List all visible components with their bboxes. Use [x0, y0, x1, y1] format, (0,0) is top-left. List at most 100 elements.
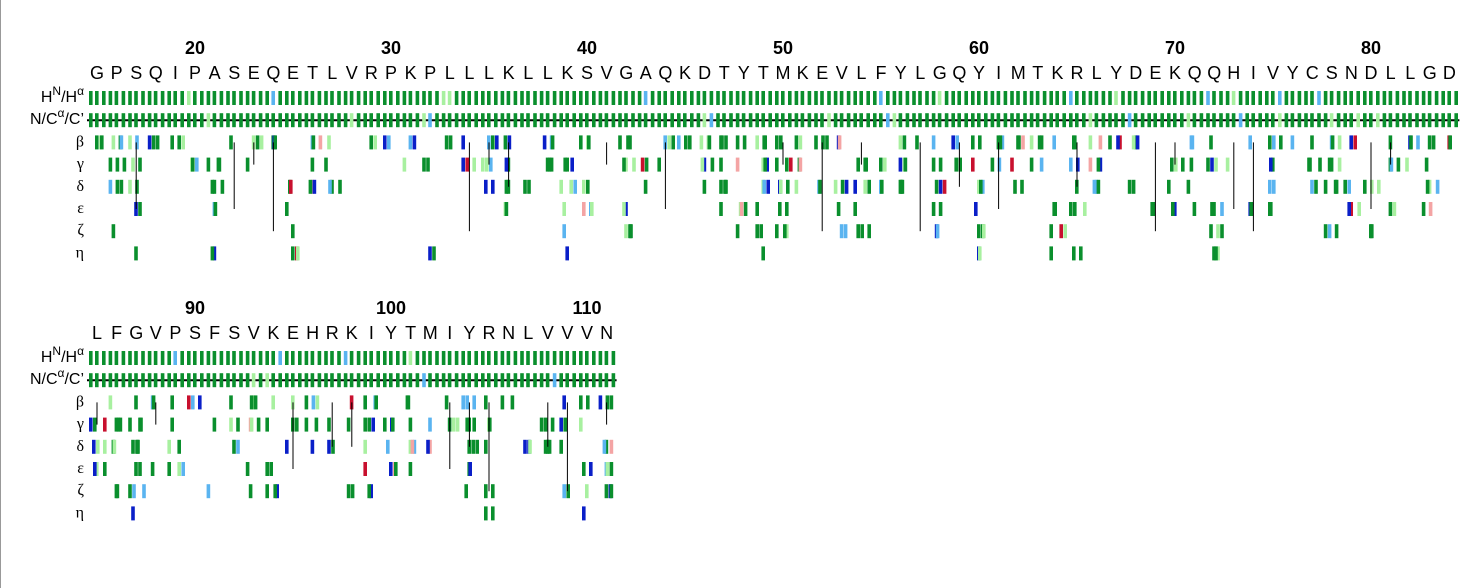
- assignment-mark: [181, 462, 185, 476]
- assignment-mark: [833, 179, 838, 194]
- assignment-mark: [602, 439, 607, 454]
- assignment-mark: [383, 417, 387, 432]
- assignment-mark: [1353, 135, 1357, 150]
- residue-letter: R: [365, 63, 378, 83]
- assignment-mark: [572, 351, 576, 365]
- assignment-mark: [778, 202, 782, 216]
- assignment-mark: [1220, 202, 1224, 216]
- residue-letter: L: [523, 323, 533, 343]
- assignment-mark: [356, 373, 361, 388]
- assignment-mark: [716, 113, 720, 128]
- assignment-mark: [853, 202, 857, 216]
- assignment-mark: [170, 395, 174, 410]
- assignment-mark: [683, 113, 687, 128]
- assignment-mark: [1098, 135, 1103, 150]
- assignment-mark: [1059, 224, 1063, 239]
- assignment-mark: [500, 395, 505, 410]
- assignment-mark: [618, 91, 622, 105]
- residue-letter: Q: [1188, 63, 1202, 83]
- assignment-mark: [461, 373, 465, 388]
- assignment-mark: [552, 91, 557, 105]
- assignment-mark: [122, 157, 127, 172]
- assignment-mark: [1190, 135, 1195, 150]
- assignment-mark: [330, 351, 334, 365]
- assignment-mark: [232, 439, 236, 454]
- residue-number: 40: [577, 38, 597, 58]
- assignment-mark: [937, 113, 942, 128]
- residue-letter: N: [1345, 63, 1358, 83]
- assignment-mark: [677, 113, 681, 128]
- assignment-mark: [491, 484, 495, 499]
- assignment-mark: [363, 417, 367, 432]
- assignment-mark: [565, 157, 569, 172]
- assignment-mark: [328, 179, 332, 194]
- assignment-mark: [565, 373, 569, 388]
- assignment-mark: [1421, 113, 1426, 128]
- assignment-mark: [349, 351, 354, 365]
- assignment-mark: [1082, 91, 1086, 105]
- assignment-mark: [181, 135, 185, 150]
- row-label: ε: [77, 460, 84, 477]
- assignment-mark: [369, 373, 373, 388]
- assignment-mark: [710, 157, 715, 172]
- assignment-mark: [900, 179, 905, 194]
- assignment-mark: [95, 113, 99, 128]
- assignment-mark: [586, 179, 590, 194]
- assignment-mark: [1029, 91, 1034, 105]
- assignment-mark: [278, 113, 282, 128]
- assignment-mark: [1220, 224, 1224, 239]
- assignment-mark: [349, 113, 354, 128]
- assignment-mark: [343, 373, 348, 388]
- assignment-mark: [461, 351, 465, 365]
- assignment-mark: [925, 91, 929, 105]
- assignment-mark: [1363, 91, 1367, 105]
- assignment-mark: [918, 91, 922, 105]
- assignment-mark: [1284, 113, 1289, 128]
- residue-letter: V: [581, 323, 593, 343]
- assignment-mark: [657, 91, 661, 105]
- assignment-mark: [500, 113, 505, 128]
- assignment-mark: [331, 439, 335, 454]
- assignment-mark: [265, 462, 269, 476]
- assignment-mark: [461, 395, 465, 410]
- label-text: ζ: [77, 222, 84, 239]
- assignment-mark: [1337, 157, 1342, 172]
- assignment-mark: [1173, 91, 1177, 105]
- assignment-mark: [444, 395, 449, 410]
- assignment-mark: [1416, 135, 1420, 150]
- residue-letter: L: [1092, 63, 1102, 83]
- assignment-mark: [592, 91, 596, 105]
- assignment-mark: [447, 113, 452, 128]
- assignment-mark: [408, 439, 413, 454]
- assignment-mark: [775, 135, 779, 150]
- assignment-mark: [93, 462, 97, 476]
- assignment-mark: [788, 113, 792, 128]
- residue-number: 70: [1165, 38, 1185, 58]
- assignment-mark: [324, 373, 328, 388]
- assignment-mark: [367, 484, 371, 499]
- assignment-mark: [1116, 135, 1120, 150]
- assignment-mark: [402, 351, 407, 365]
- assignment-mark: [996, 91, 1001, 105]
- assignment-mark: [785, 157, 789, 172]
- assignment-mark: [572, 113, 576, 128]
- assignment-mark: [1206, 113, 1210, 128]
- label-text: γ: [76, 415, 84, 432]
- assignment-mark: [108, 91, 113, 105]
- assignment-mark: [1219, 113, 1223, 128]
- assignment-mark: [628, 135, 632, 150]
- assignment-mark: [265, 417, 269, 432]
- assignment-mark: [310, 157, 315, 172]
- assignment-mark: [428, 113, 432, 128]
- assignment-mark: [484, 395, 488, 410]
- assignment-mark: [408, 351, 413, 365]
- assignment-mark: [1153, 91, 1157, 105]
- assignment-mark: [119, 179, 124, 194]
- assignment-mark: [637, 91, 642, 105]
- assignment-mark: [1210, 157, 1214, 172]
- assignment-mark: [833, 113, 838, 128]
- assignment-mark: [1434, 113, 1439, 128]
- assignment-mark: [213, 202, 218, 216]
- assignment-mark: [363, 462, 367, 476]
